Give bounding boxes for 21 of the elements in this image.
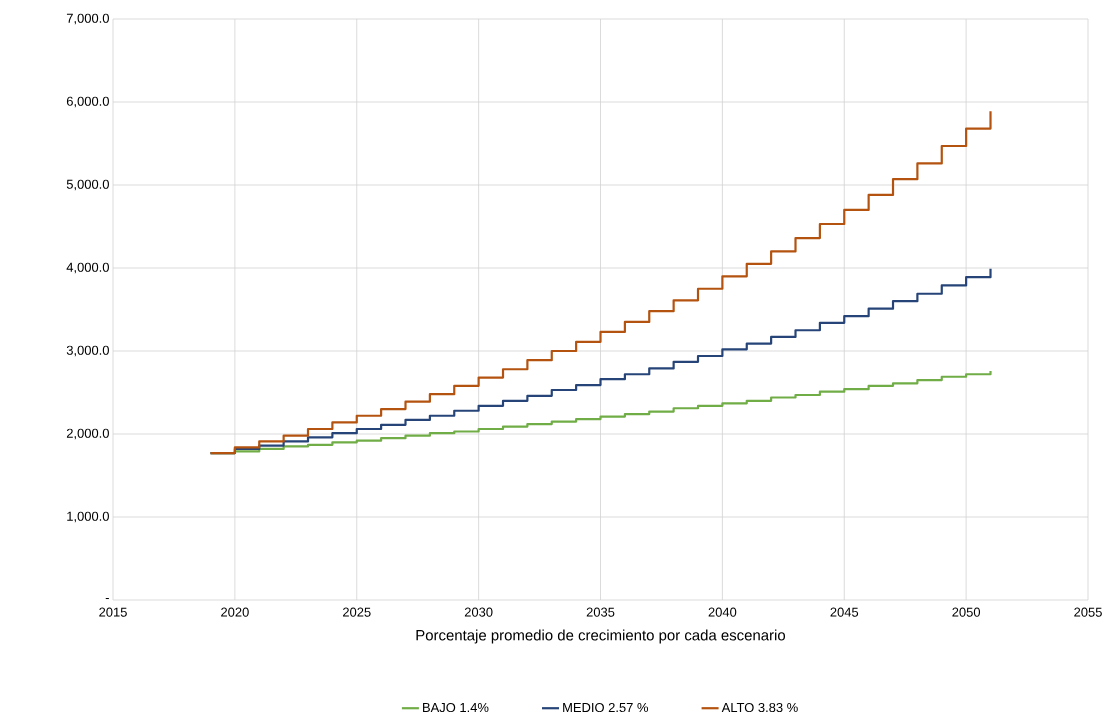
y-tick-label: 2,000.0 xyxy=(66,428,109,440)
y-tick-label: 4,000.0 xyxy=(66,262,109,274)
x-tick-label: 2030 xyxy=(464,607,493,617)
legend-label: BAJO 1.4% xyxy=(423,702,489,713)
x-tick-label: 2025 xyxy=(343,607,371,617)
x-tick-label: 2020 xyxy=(221,607,249,617)
x-tick-label: 2015 xyxy=(99,607,127,617)
x-tick-label: 2055 xyxy=(1074,607,1102,617)
y-tick-label: - xyxy=(105,598,109,600)
x-tick-label: 2045 xyxy=(830,607,859,617)
x-tick-label: 2040 xyxy=(708,607,737,617)
y-tick-label: 6,000.0 xyxy=(66,96,109,108)
x-tick-label: 2035 xyxy=(586,607,615,617)
y-tick-label: 3,000.0 xyxy=(66,345,109,357)
legend-label: ALTO 3.83 % xyxy=(721,702,798,713)
y-tick-label: 1,000.0 xyxy=(67,511,109,523)
x-axis-title: Porcentaje promedio de crecimiento por cada escenario xyxy=(416,629,786,644)
x-tick-label: 2050 xyxy=(952,607,981,617)
y-tick-label: 5,000.0 xyxy=(66,179,109,191)
y-tick-label: 7,000.0 xyxy=(66,13,109,25)
legend-label: MEDIO 2.57 % xyxy=(563,702,649,713)
